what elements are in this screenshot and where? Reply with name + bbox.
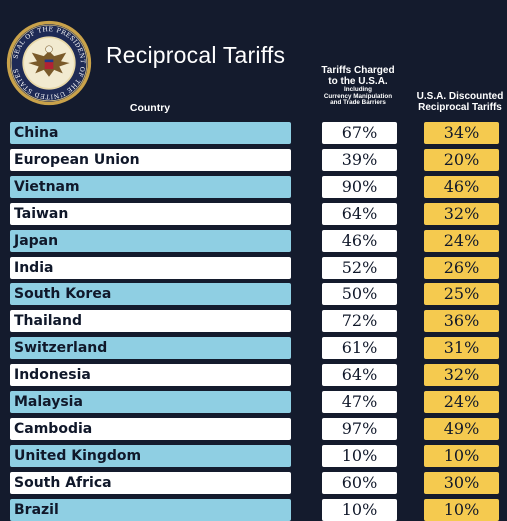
table-row: United Kingdom 10% 10% xyxy=(0,444,507,467)
charged-tariff-cell: 39% xyxy=(322,148,397,171)
discounted-header-line2: Reciprocal Tariffs xyxy=(418,102,502,113)
country-cell: Japan xyxy=(10,229,291,252)
charged-header-line2: to the U.S.A. xyxy=(328,75,388,87)
country-cell: Cambodia xyxy=(10,417,291,440)
table-row: China 67% 34% xyxy=(0,122,507,144)
charged-tariff-cell: 67% xyxy=(322,122,397,144)
discounted-column-header: U.S.A. Discounted Reciprocal Tariffs xyxy=(410,91,507,113)
charged-tariff-cell: 47% xyxy=(322,391,397,413)
country-cell: European Union xyxy=(10,148,291,171)
country-cell: South Africa xyxy=(10,471,291,494)
table-row: European Union 39% 20% xyxy=(0,148,507,171)
charged-header-note3: and Trade Barriers xyxy=(330,99,386,107)
discounted-tariff-cell: 25% xyxy=(424,283,499,306)
charged-column-header: Tariffs Charged to the U.S.A. Including … xyxy=(316,65,400,107)
country-cell: Malaysia xyxy=(10,391,291,413)
country-cell: India xyxy=(10,256,291,279)
charged-tariff-cell: 46% xyxy=(322,229,397,252)
country-cell: United Kingdom xyxy=(10,444,291,467)
charged-tariff-cell: 10% xyxy=(322,444,397,467)
discounted-tariff-cell: 26% xyxy=(424,256,499,279)
discounted-tariff-cell: 20% xyxy=(424,148,499,171)
table-row: India 52% 26% xyxy=(0,256,507,279)
discounted-tariff-cell: 24% xyxy=(424,391,499,413)
discounted-tariff-cell: 10% xyxy=(424,498,499,521)
country-cell: South Korea xyxy=(10,283,291,306)
presidential-seal-logo: SEAL OF THE PRESIDENT OF THE UNITED STAT… xyxy=(6,20,92,106)
discounted-tariff-cell: 10% xyxy=(424,444,499,467)
charged-header-line1: Tariffs Charged xyxy=(321,65,395,76)
charged-tariff-cell: 97% xyxy=(322,417,397,440)
charged-header-note2: Currency Manipulation xyxy=(323,92,393,100)
table-row: Malaysia 47% 24% xyxy=(0,391,507,413)
charged-header-note1: Including xyxy=(344,86,372,93)
discounted-tariff-cell: 32% xyxy=(424,202,499,225)
charged-tariff-cell: 52% xyxy=(322,256,397,279)
table-row: South Africa 60% 30% xyxy=(0,471,507,494)
table-row: Brazil 10% 10% xyxy=(0,498,507,521)
table-row: Switzerland 61% 31% xyxy=(0,337,507,360)
country-cell: Indonesia xyxy=(10,364,291,387)
discounted-tariff-cell: 24% xyxy=(424,229,499,252)
charged-tariff-cell: 10% xyxy=(322,498,397,521)
table-row: Thailand 72% 36% xyxy=(0,310,507,333)
country-cell: Switzerland xyxy=(10,337,291,360)
discounted-tariff-cell: 46% xyxy=(424,175,499,198)
charged-tariff-cell: 60% xyxy=(322,471,397,494)
charged-tariff-cell: 64% xyxy=(322,364,397,387)
country-cell: Vietnam xyxy=(10,175,291,198)
charged-tariff-cell: 61% xyxy=(322,337,397,360)
table-row: Taiwan 64% 32% xyxy=(0,202,507,225)
table-row: Indonesia 64% 32% xyxy=(0,364,507,387)
discounted-tariff-cell: 49% xyxy=(424,417,499,440)
discounted-tariff-cell: 34% xyxy=(424,122,499,144)
table-row: Japan 46% 24% xyxy=(0,229,507,252)
charged-tariff-cell: 72% xyxy=(322,310,397,333)
table-row: Cambodia 97% 49% xyxy=(0,417,507,440)
discounted-tariff-cell: 36% xyxy=(424,310,499,333)
charged-tariff-cell: 64% xyxy=(322,202,397,225)
charged-tariff-cell: 50% xyxy=(322,283,397,306)
country-column-header: Country xyxy=(129,102,171,114)
table-row: South Korea 50% 25% xyxy=(0,283,507,306)
discounted-tariff-cell: 32% xyxy=(424,364,499,387)
discounted-tariff-cell: 30% xyxy=(424,471,499,494)
discounted-header-line1: U.S.A. Discounted xyxy=(416,91,504,102)
country-cell: Thailand xyxy=(10,310,291,333)
country-cell: Brazil xyxy=(10,498,291,521)
country-cell: Taiwan xyxy=(10,202,291,225)
table-row: Vietnam 90% 46% xyxy=(0,175,507,198)
charged-tariff-cell: 90% xyxy=(322,175,397,198)
page-title: Reciprocal Tariffs xyxy=(106,42,286,68)
discounted-tariff-cell: 31% xyxy=(424,337,499,360)
country-cell: China xyxy=(10,122,291,144)
